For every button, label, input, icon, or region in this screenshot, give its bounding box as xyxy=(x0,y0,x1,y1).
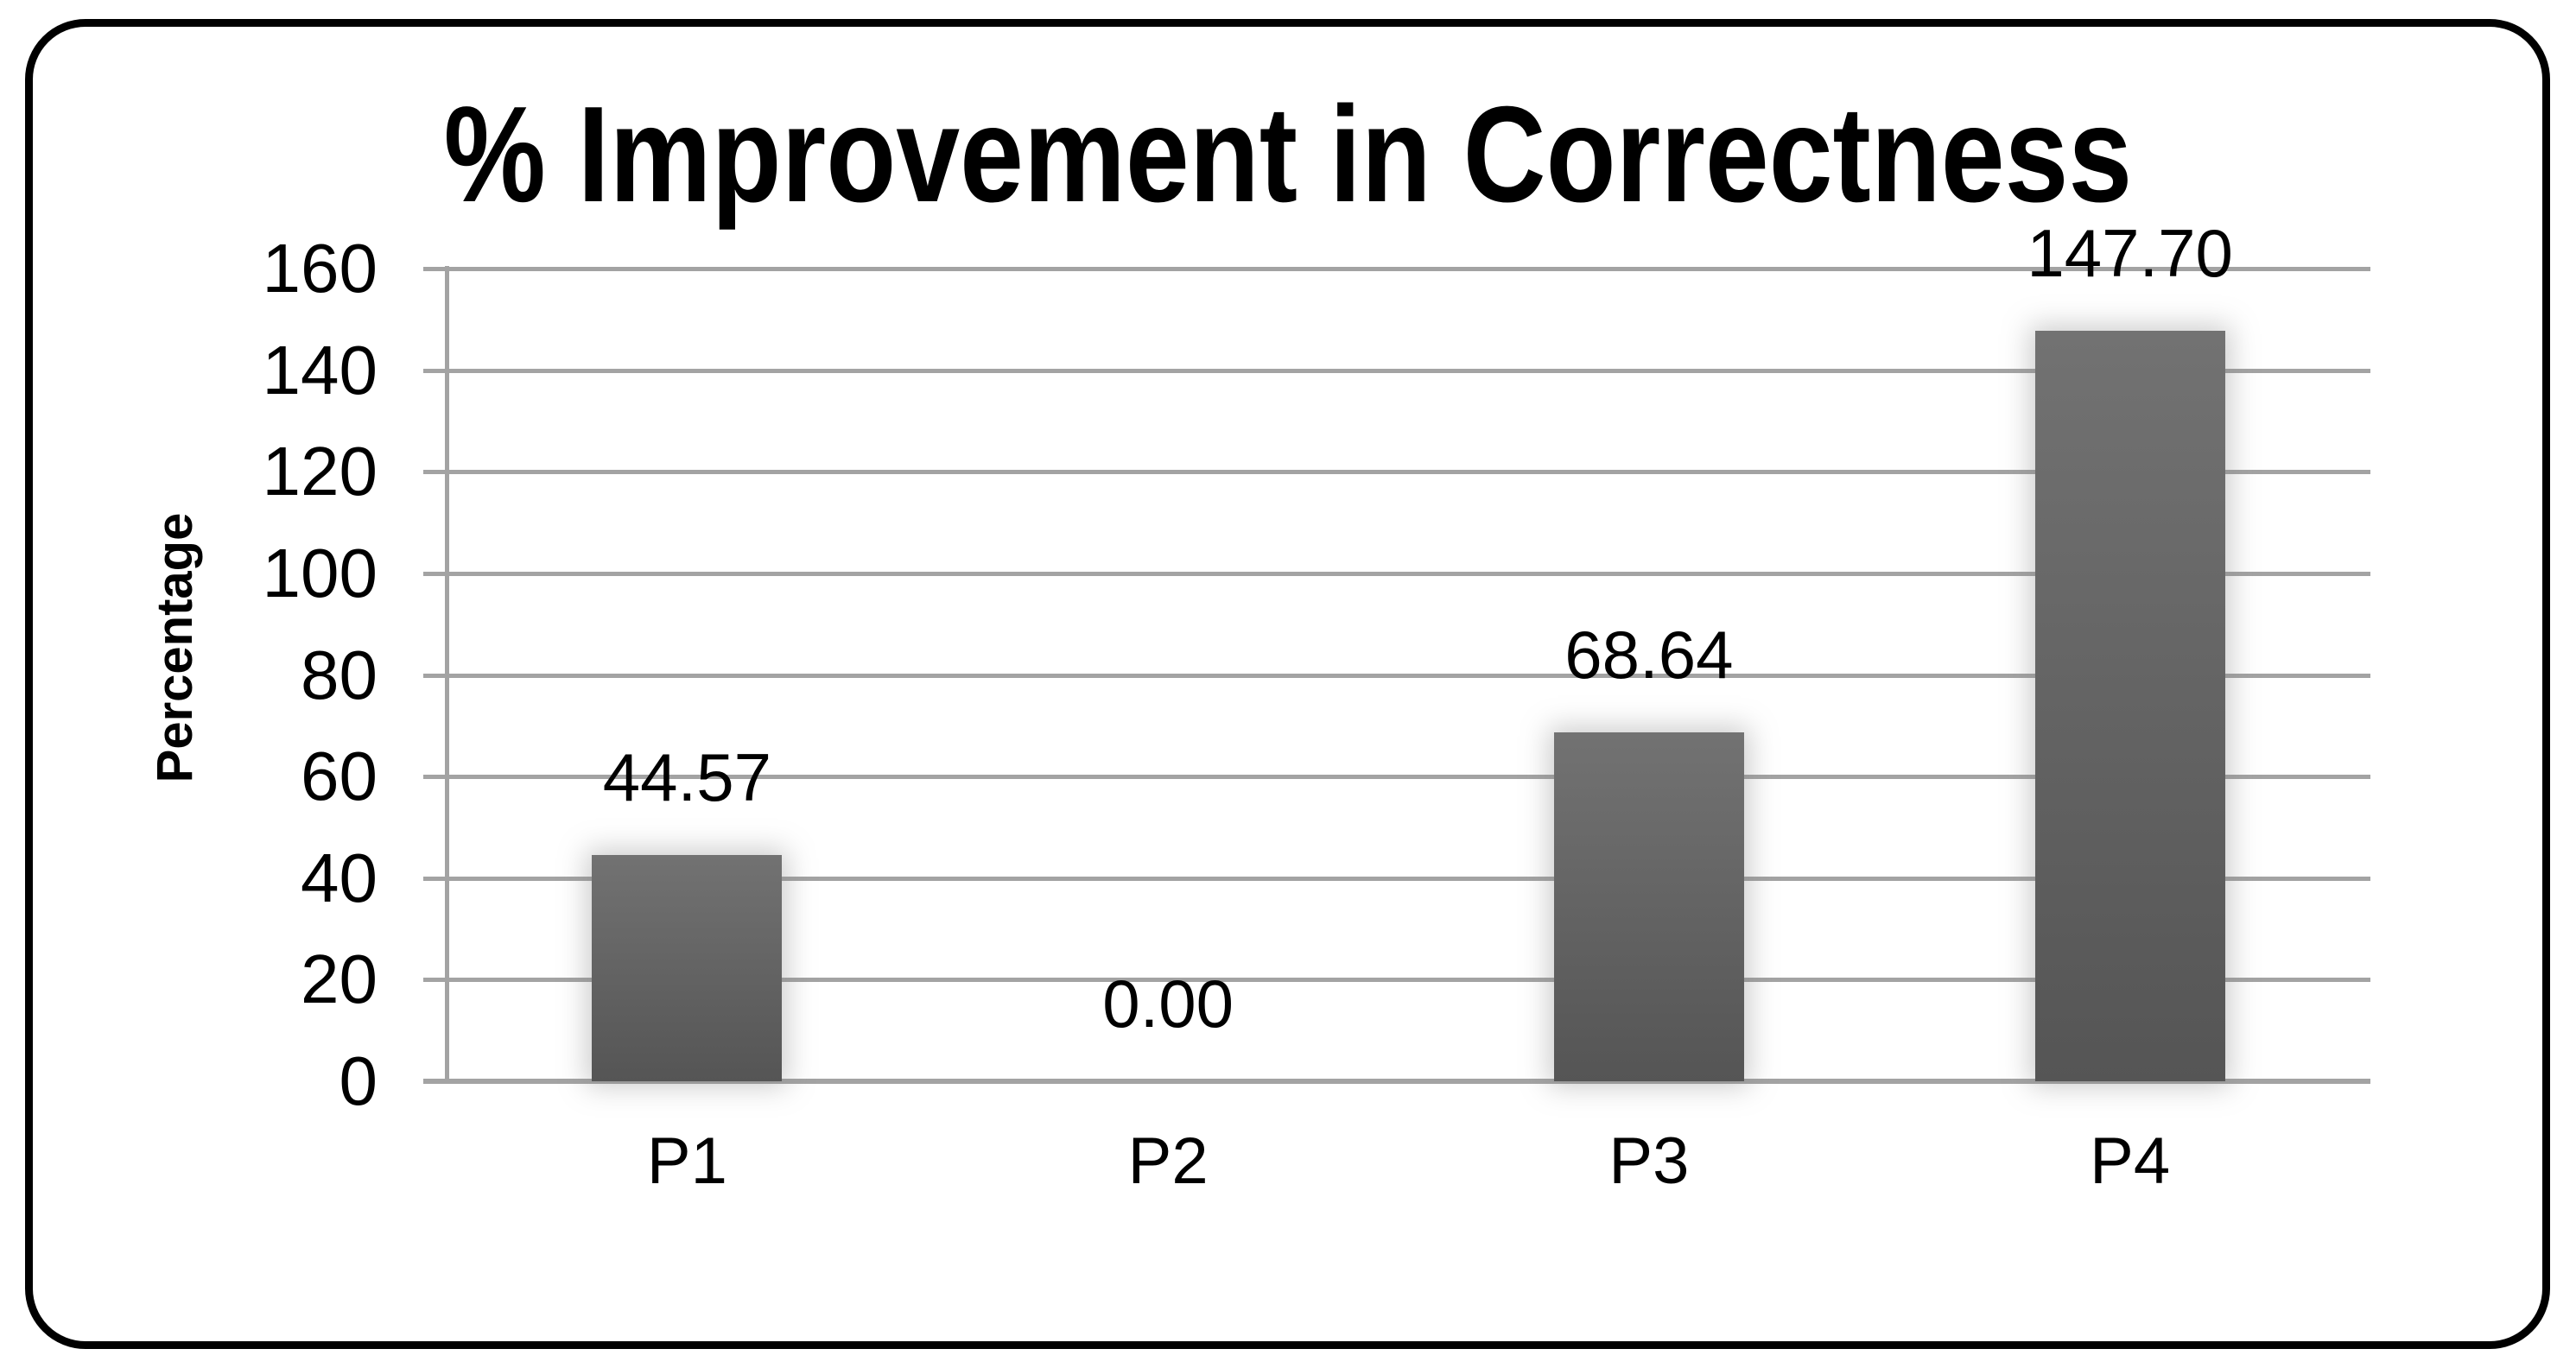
bar-p4 xyxy=(2034,331,2225,1081)
gridline-20 xyxy=(447,978,2370,983)
y-axis-tick-20 xyxy=(423,978,447,983)
y-axis-tick-120 xyxy=(423,470,447,475)
y-axis-line xyxy=(445,266,449,1084)
gridline-40 xyxy=(447,876,2370,881)
bar-p3 xyxy=(1553,732,1744,1081)
gridline-80 xyxy=(447,673,2370,678)
x-tick-label-p3: P3 xyxy=(1608,1124,1690,1198)
bar-p1 xyxy=(592,854,783,1081)
gridline-160 xyxy=(447,267,2370,271)
chart-title: % Improvement in Correctness xyxy=(443,79,2133,231)
y-tick-label-0: 0 xyxy=(339,1042,378,1119)
y-tick-label-40: 40 xyxy=(301,839,378,916)
x-tick-label-p2: P2 xyxy=(1127,1124,1209,1198)
gridline-100 xyxy=(447,571,2370,576)
gridline-120 xyxy=(447,470,2370,475)
x-axis-line xyxy=(423,1079,2370,1084)
x-tick-label-p1: P1 xyxy=(646,1124,727,1198)
y-axis-tick-40 xyxy=(423,876,447,881)
y-tick-label-160: 160 xyxy=(262,230,378,307)
y-axis-tick-100 xyxy=(423,571,447,576)
data-label-p1: 44.57 xyxy=(602,738,771,815)
figure-border xyxy=(25,19,2550,1349)
y-tick-label-80: 80 xyxy=(301,636,378,713)
y-tick-label-60: 60 xyxy=(301,738,378,815)
y-axis-tick-80 xyxy=(423,673,447,678)
gridline-140 xyxy=(447,368,2370,373)
x-tick-label-p4: P4 xyxy=(2090,1124,2171,1198)
y-tick-label-140: 140 xyxy=(262,331,378,408)
y-tick-label-120: 120 xyxy=(262,433,378,510)
gridline-60 xyxy=(447,775,2370,780)
y-tick-label-100: 100 xyxy=(262,534,378,611)
y-axis-tick-60 xyxy=(423,775,447,780)
data-label-p2: 0.00 xyxy=(1102,966,1234,1042)
data-label-p4: 147.70 xyxy=(2027,215,2233,292)
y-axis-tick-160 xyxy=(423,267,447,271)
y-axis-tick-140 xyxy=(423,368,447,373)
data-label-p3: 68.64 xyxy=(1564,617,1734,694)
y-tick-label-20: 20 xyxy=(301,940,378,1018)
